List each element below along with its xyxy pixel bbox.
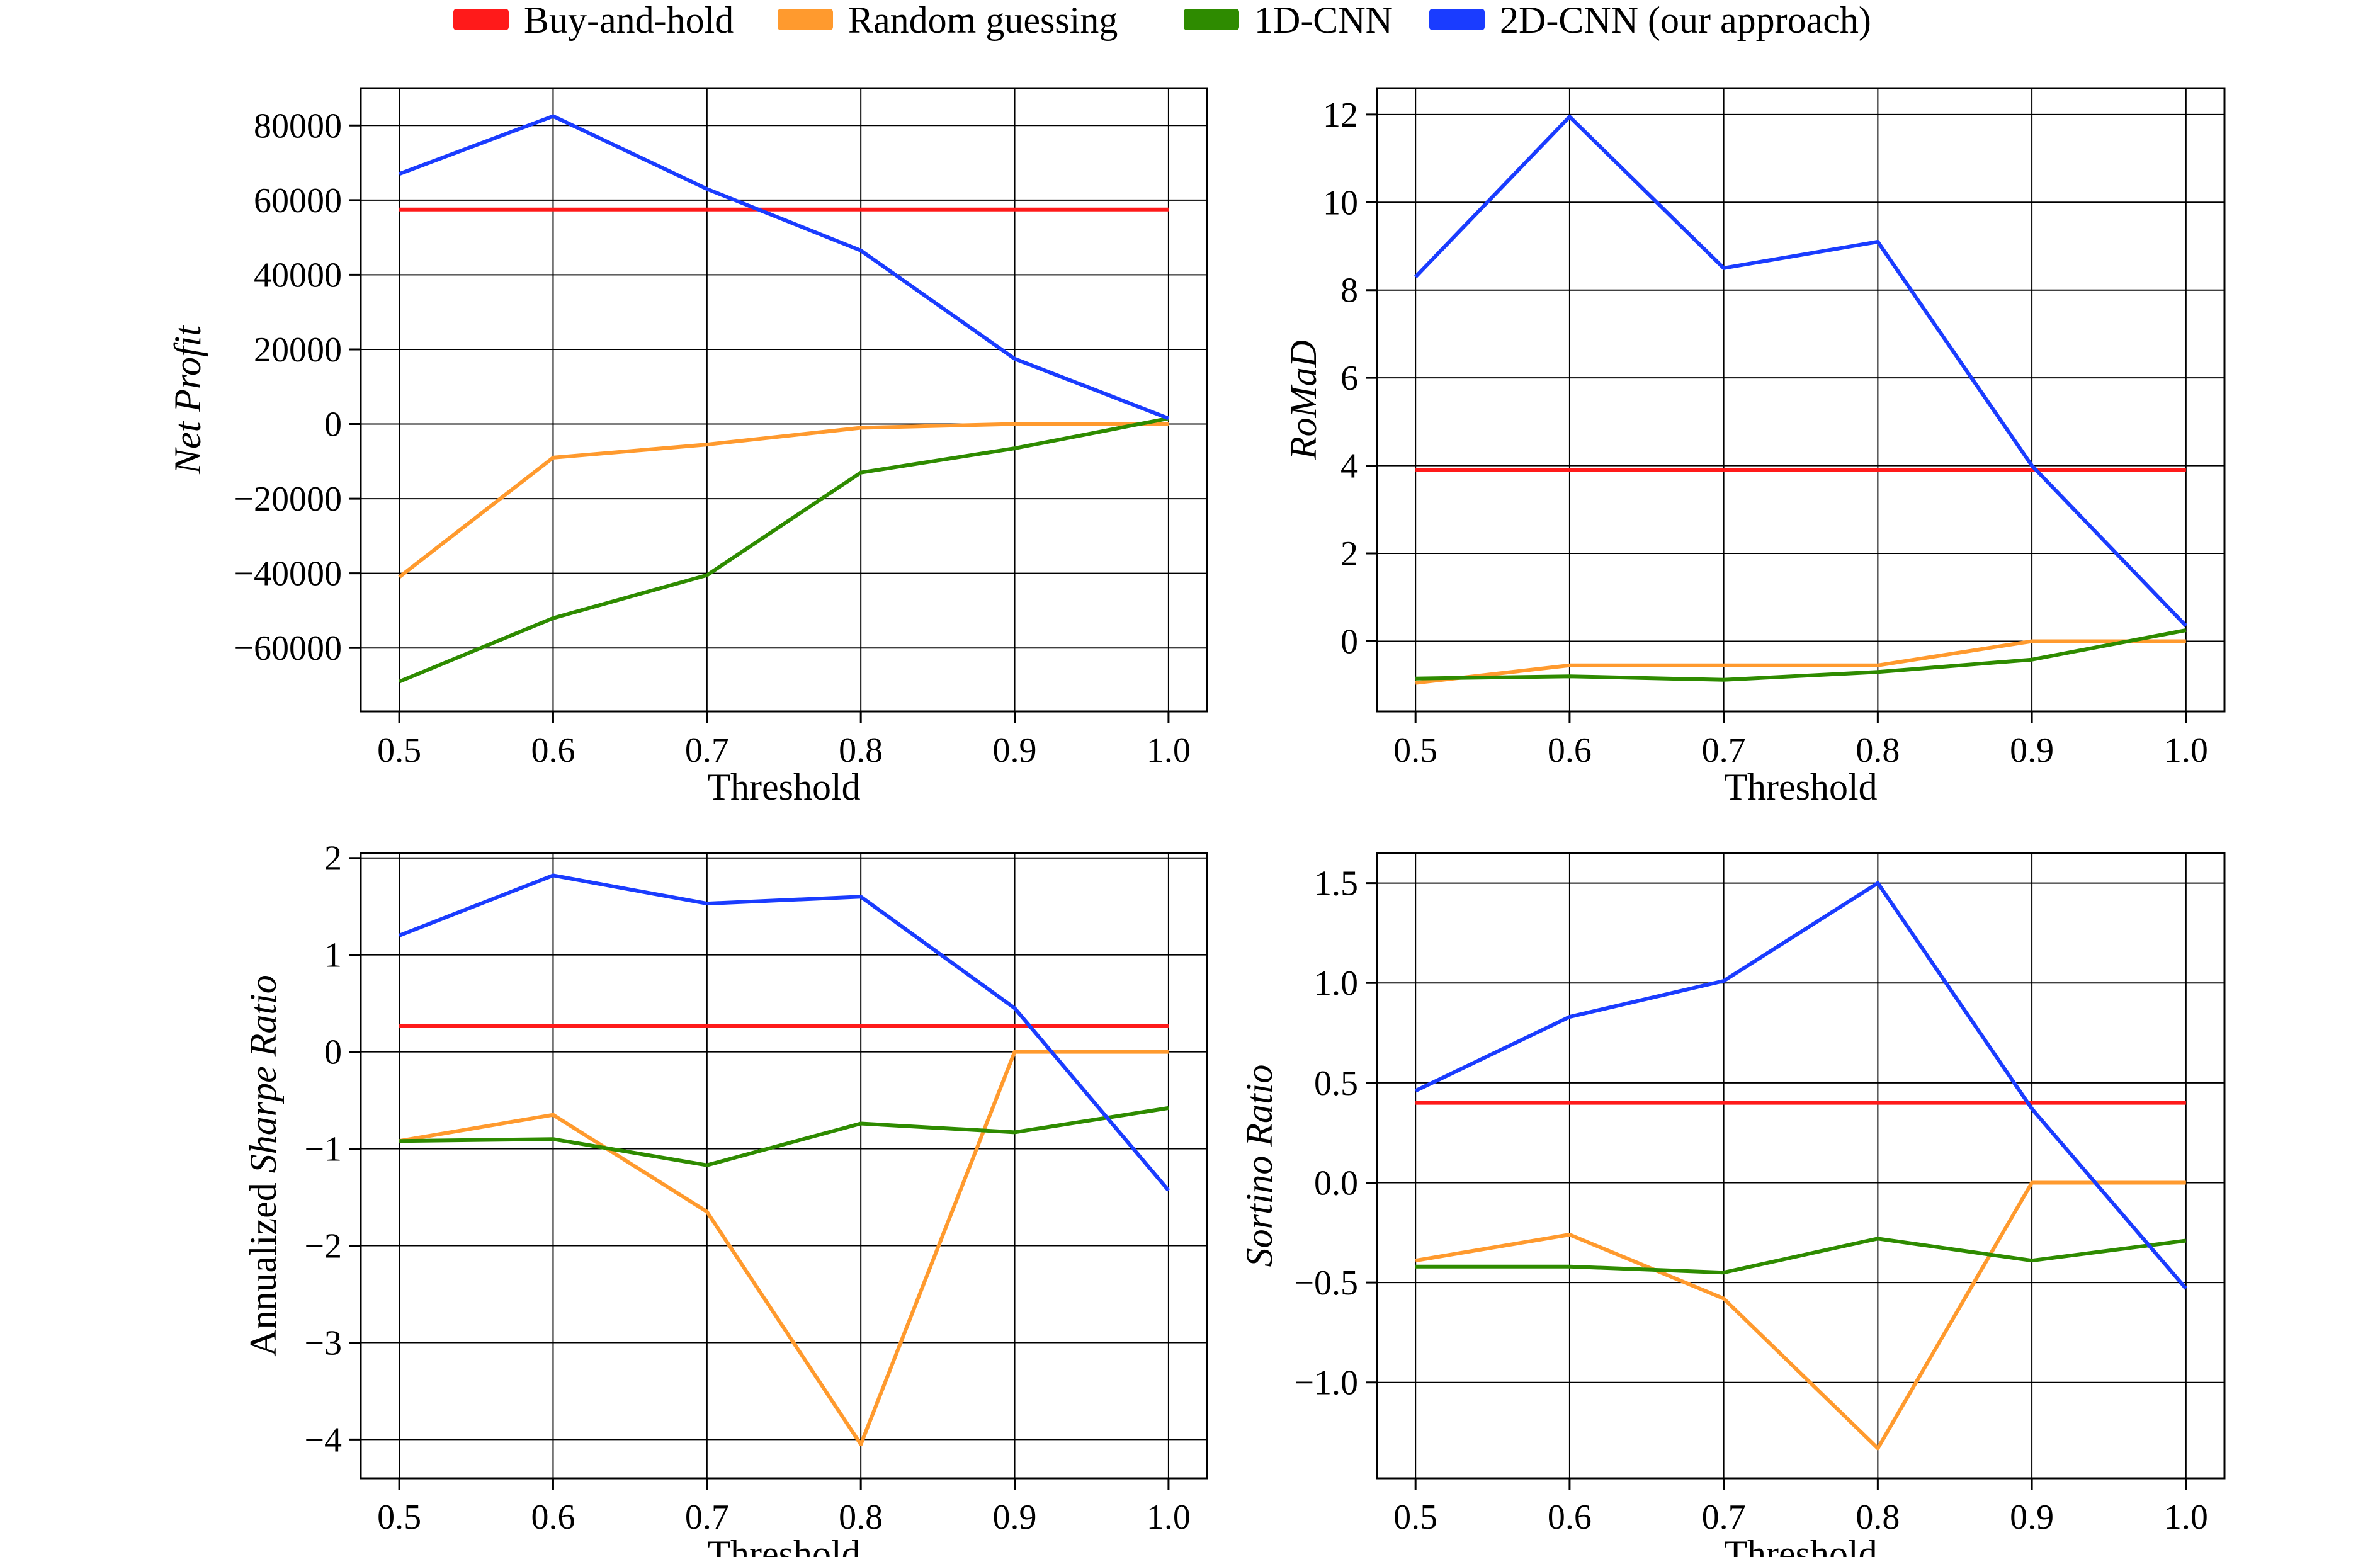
legend-swatch-buy-and-hold (453, 9, 509, 30)
romad-plot-frame (1376, 87, 2226, 713)
sharpe-ratio-y-axis-label-part: Sharpe Ratio (242, 975, 284, 1173)
romad-x-tick-label: 0.9 (2010, 731, 2054, 770)
sortino-ratio-y-tick-label: 0.0 (1314, 1164, 1358, 1203)
sortino-ratio-series-random-guessing (1415, 1180, 2186, 1451)
legend-label-1d-cnn: 1D-CNN (1254, 0, 1393, 41)
net-profit-x-tick-label: 0.8 (839, 731, 883, 770)
net-profit-y-tick-label: 80000 (254, 106, 342, 145)
net-profit-panel: 0.5 0.6 0.7 0.8 0.9 1.0 80000 60000 40000 20000 0 −… (167, 87, 1208, 808)
net-profit-y-tick-label: 0 (324, 405, 342, 444)
sharpe-ratio-x-tick-label: 0.6 (531, 1498, 575, 1537)
net-profit-y-axis-label: Net Profit (167, 325, 208, 475)
net-profit-y-tick-label: 40000 (254, 256, 342, 295)
sortino-ratio-y-tick-label: 1.5 (1314, 864, 1358, 903)
net-profit-series-random-guessing (398, 422, 1169, 579)
romad-x-tick-label: 0.8 (1856, 731, 1900, 770)
sharpe-ratio-y-tick-label: 1 (324, 936, 342, 975)
legend-label-2d-cnn-our-approach: 2D-CNN (our approach) (1500, 0, 1871, 41)
romad-panel: 0.5 0.6 0.7 0.8 0.9 1.0 12 10 8 6 4 2 0 Threshold RoMa… (1283, 87, 2226, 808)
sharpe-ratio-series-random-guessing (399, 1050, 1169, 1447)
sortino-ratio-y-tick-label: 1.0 (1314, 964, 1358, 1003)
sharpe-ratio-y-tick-label: −2 (304, 1227, 342, 1266)
legend-swatch-random-guessing (778, 9, 833, 30)
legend-swatch-1d-cnn (1184, 9, 1239, 30)
sharpe-ratio-y-tick-label: 2 (324, 839, 342, 878)
romad-y-tick-label: 4 (1340, 447, 1358, 486)
net-profit-x-tick-label: 1.0 (1147, 731, 1191, 770)
sharpe-ratio-x-tick-label: 0.7 (685, 1498, 729, 1537)
romad-y-tick-label: 0 (1340, 622, 1358, 661)
sharpe-ratio-y-axis-label: Annualized Sharpe Ratio (242, 975, 284, 1357)
sortino-ratio-plot-frame (1376, 852, 2226, 1480)
sharpe-ratio-y-tick-label: −3 (304, 1323, 342, 1362)
romad-y-tick-label: 10 (1323, 183, 1358, 222)
net-profit-x-axis-label: Threshold (707, 766, 860, 808)
net-profit-x-tick-label: 0.6 (531, 731, 575, 770)
sharpe-ratio-x-tick-label: 0.5 (377, 1498, 421, 1537)
sharpe-ratio-series-1d-cnn (399, 1106, 1169, 1167)
net-profit-plot-frame (360, 87, 1208, 713)
romad-y-axis-label: RoMaD (1283, 340, 1324, 460)
romad-y-tick-label: 6 (1340, 359, 1358, 398)
romad-y-tick-label: 12 (1323, 96, 1358, 135)
romad-x-tick-label: 1.0 (2164, 731, 2208, 770)
sharpe-ratio-y-axis-label-part: Annualized (242, 1173, 284, 1357)
romad-series-2d-cnn-our-approach (1414, 115, 2187, 628)
sortino-ratio-panel: 0.5 0.6 0.7 0.8 0.9 1.0 1.5 1.0 0.5 0.0 −0.5 −1.0 Th… (1238, 852, 2226, 1557)
sortino-ratio-y-tick-label: −0.5 (1294, 1264, 1358, 1303)
romad-x-tick-label: 0.6 (1548, 731, 1592, 770)
sharpe-ratio-x-tick-label: 0.9 (993, 1498, 1037, 1537)
romad-x-axis-label: Threshold (1724, 766, 1877, 808)
net-profit-x-tick-label: 0.9 (993, 731, 1037, 770)
net-profit-y-tick-label: −40000 (234, 555, 342, 594)
romad-series-random-guessing (1415, 639, 2186, 685)
sharpe-ratio-panel: 0.5 0.6 0.7 0.8 0.9 1.0 2 1 0 −1 −2 −3 −4 Threshold An… (242, 839, 1208, 1557)
net-profit-y-tick-label: −20000 (234, 480, 342, 519)
sharpe-ratio-y-tick-label: 0 (324, 1033, 342, 1072)
sortino-ratio-x-tick-label: 0.7 (1702, 1498, 1746, 1537)
sharpe-ratio-x-tick-label: 1.0 (1147, 1498, 1191, 1537)
sortino-ratio-y-tick-label: −1.0 (1294, 1364, 1358, 1403)
net-profit-series-1d-cnn (398, 416, 1169, 684)
net-profit-y-tick-label: −60000 (234, 629, 342, 668)
sharpe-ratio-series-2d-cnn-our-approach (399, 873, 1170, 1192)
sortino-ratio-y-tick-label: 0.5 (1314, 1064, 1358, 1103)
net-profit-y-tick-label: 60000 (254, 181, 342, 220)
sortino-ratio-x-tick-label: 0.9 (2010, 1498, 2054, 1537)
sharpe-ratio-y-tick-label: −4 (304, 1420, 342, 1459)
net-profit-y-tick-label: 20000 (254, 331, 342, 370)
romad-y-tick-label: 8 (1340, 271, 1358, 310)
legend-label-random-guessing: Random guessing (848, 0, 1118, 41)
sortino-ratio-x-tick-label: 0.6 (1548, 1498, 1592, 1537)
sortino-ratio-series-1d-cnn (1415, 1237, 2187, 1275)
sortino-ratio-x-tick-label: 0.8 (1856, 1498, 1900, 1537)
sortino-ratio-x-axis-label: Threshold (1724, 1533, 1877, 1557)
sortino-ratio-x-tick-label: 1.0 (2164, 1498, 2208, 1537)
sharpe-ratio-plot-frame (360, 852, 1208, 1480)
romad-y-tick-label: 2 (1340, 535, 1358, 574)
sortino-ratio-x-tick-label: 0.5 (1393, 1498, 1437, 1537)
sortino-ratio-series-2d-cnn-our-approach (1414, 881, 2188, 1290)
legend-label-buy-and-hold: Buy-and-hold (524, 0, 734, 41)
sharpe-ratio-y-tick-label: −1 (304, 1130, 342, 1169)
sharpe-ratio-x-tick-label: 0.8 (839, 1498, 883, 1537)
sortino-ratio-y-axis-label: Sortino Ratio (1238, 1065, 1280, 1267)
legend-swatch-2d-cnn-our-approach (1429, 9, 1485, 30)
sharpe-ratio-x-axis-label: Threshold (707, 1533, 860, 1557)
romad-series-1d-cnn (1415, 628, 2187, 682)
romad-x-tick-label: 0.7 (1702, 731, 1746, 770)
net-profit-x-tick-label: 0.5 (377, 731, 421, 770)
romad-x-tick-label: 0.5 (1393, 731, 1437, 770)
net-profit-series-2d-cnn-our-approach (399, 114, 1169, 421)
legend: Buy-and-hold Random guessing 1D-CNN 2D-CNN … (453, 0, 1871, 41)
net-profit-x-tick-label: 0.7 (685, 731, 729, 770)
